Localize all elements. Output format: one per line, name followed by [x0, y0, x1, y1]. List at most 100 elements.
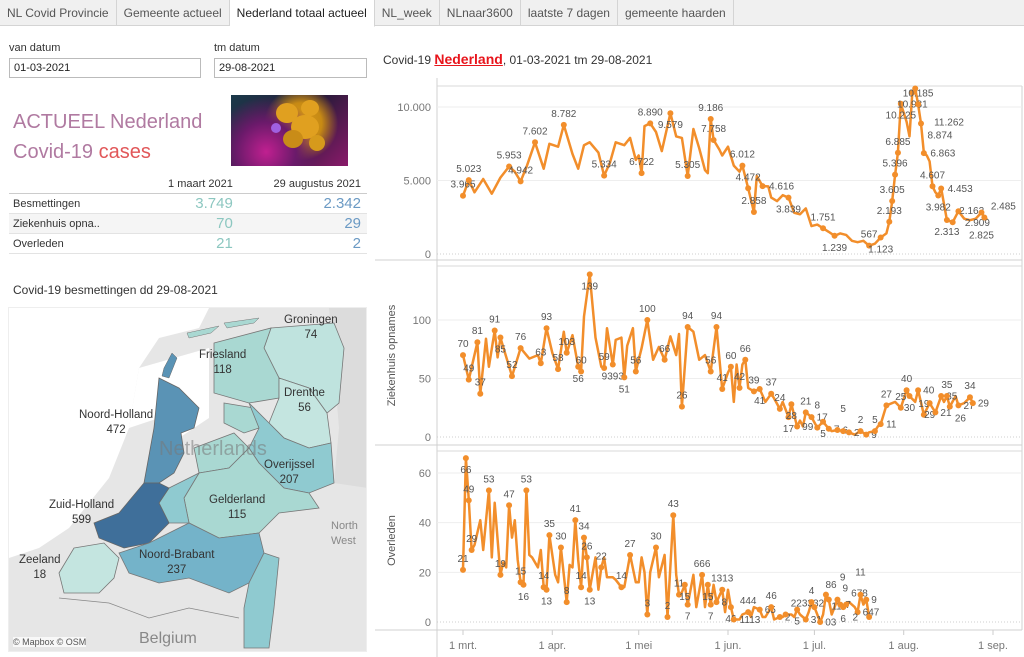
data-point[interactable] — [756, 606, 763, 613]
data-point[interactable] — [713, 324, 720, 331]
data-point[interactable] — [969, 400, 976, 407]
data-point[interactable] — [949, 219, 956, 226]
data-point[interactable] — [462, 455, 469, 462]
data-point[interactable] — [808, 599, 815, 606]
data-point[interactable] — [871, 428, 878, 435]
data-point[interactable] — [768, 390, 775, 397]
data-point[interactable] — [670, 512, 677, 519]
data-point[interactable] — [727, 363, 734, 370]
data-point[interactable] — [681, 581, 688, 588]
data-point[interactable] — [932, 409, 939, 416]
data-point[interactable] — [785, 194, 792, 201]
data-point[interactable] — [742, 356, 749, 363]
data-point[interactable] — [707, 601, 714, 608]
data-point[interactable] — [563, 349, 570, 356]
data-point[interactable] — [474, 339, 481, 346]
data-point[interactable] — [676, 591, 683, 598]
data-point[interactable] — [736, 384, 743, 391]
data-point[interactable] — [517, 345, 524, 352]
data-point[interactable] — [935, 192, 942, 199]
data-point[interactable] — [756, 386, 763, 393]
data-point[interactable] — [915, 101, 922, 108]
data-point[interactable] — [586, 586, 593, 593]
data-point[interactable] — [491, 327, 498, 334]
data-point[interactable] — [776, 405, 783, 412]
data-point[interactable] — [583, 554, 590, 561]
data-point[interactable] — [889, 198, 896, 205]
data-point[interactable] — [894, 149, 901, 156]
data-point[interactable] — [866, 614, 873, 621]
data-point[interactable] — [897, 100, 904, 107]
data-point[interactable] — [468, 546, 475, 553]
data-point[interactable] — [759, 183, 766, 190]
data-point[interactable] — [460, 566, 466, 573]
data-point[interactable] — [497, 571, 504, 578]
data-point[interactable] — [897, 404, 904, 411]
data-point[interactable] — [863, 596, 870, 603]
data-point[interactable] — [785, 414, 792, 421]
data-point[interactable] — [537, 360, 544, 367]
data-point[interactable] — [684, 324, 691, 331]
data-point[interactable] — [822, 591, 829, 598]
data-point[interactable] — [506, 502, 513, 509]
tab-gemeente-haarden[interactable]: gemeente haarden — [618, 0, 734, 26]
data-point[interactable] — [886, 218, 893, 225]
data-point[interactable] — [601, 364, 608, 371]
data-point[interactable] — [652, 544, 659, 551]
data-point[interactable] — [750, 388, 757, 395]
data-point[interactable] — [560, 121, 567, 128]
data-point[interactable] — [575, 363, 582, 370]
data-point[interactable] — [840, 428, 847, 435]
data-point[interactable] — [866, 242, 873, 249]
data-point[interactable] — [768, 604, 775, 611]
data-point[interactable] — [477, 390, 484, 397]
to-date-input[interactable]: 29-08-2021 — [214, 58, 367, 78]
data-point[interactable] — [497, 334, 504, 341]
data-point[interactable] — [727, 604, 734, 611]
data-point[interactable] — [460, 192, 466, 199]
data-point[interactable] — [808, 414, 815, 421]
data-point[interactable] — [857, 591, 864, 598]
data-point[interactable] — [877, 421, 884, 428]
data-point[interactable] — [713, 599, 720, 606]
data-point[interactable] — [825, 425, 832, 432]
data-point[interactable] — [912, 85, 919, 92]
data-point[interactable] — [814, 424, 821, 431]
data-point[interactable] — [794, 423, 801, 430]
data-point[interactable] — [644, 611, 651, 618]
data-point[interactable] — [892, 171, 899, 178]
data-point[interactable] — [707, 115, 714, 122]
data-point[interactable] — [834, 596, 841, 603]
data-point[interactable] — [820, 225, 827, 232]
data-point[interactable] — [745, 609, 752, 616]
data-point[interactable] — [929, 183, 936, 190]
data-point[interactable] — [667, 110, 674, 117]
data-point[interactable] — [532, 139, 539, 146]
data-point[interactable] — [520, 581, 527, 588]
data-point[interactable] — [811, 604, 818, 611]
data-point[interactable] — [877, 234, 884, 241]
data-point[interactable] — [632, 368, 639, 375]
tab-nederland-totaal-actueel[interactable]: Nederland totaal actueel — [229, 0, 375, 27]
data-point[interactable] — [920, 411, 927, 418]
data-point[interactable] — [906, 393, 913, 400]
tab-nl-week[interactable]: NL_week — [375, 0, 440, 26]
data-point[interactable] — [955, 402, 962, 409]
data-point[interactable] — [563, 599, 570, 606]
data-point[interactable] — [854, 609, 861, 616]
data-point[interactable] — [745, 185, 752, 192]
data-point[interactable] — [465, 497, 472, 504]
data-point[interactable] — [966, 394, 973, 401]
data-point[interactable] — [739, 162, 746, 169]
data-point[interactable] — [943, 393, 950, 400]
data-point[interactable] — [802, 409, 809, 416]
data-point[interactable] — [506, 163, 513, 170]
province-map[interactable]: Netherlands North West Belgium © Mapbox … — [8, 307, 367, 652]
data-point[interactable] — [707, 368, 714, 375]
data-point[interactable] — [834, 426, 841, 433]
data-point[interactable] — [776, 614, 783, 621]
data-point[interactable] — [719, 586, 726, 593]
data-point[interactable] — [664, 614, 671, 621]
from-date-input[interactable]: 01-03-2021 — [9, 58, 201, 78]
data-point[interactable] — [917, 120, 924, 127]
